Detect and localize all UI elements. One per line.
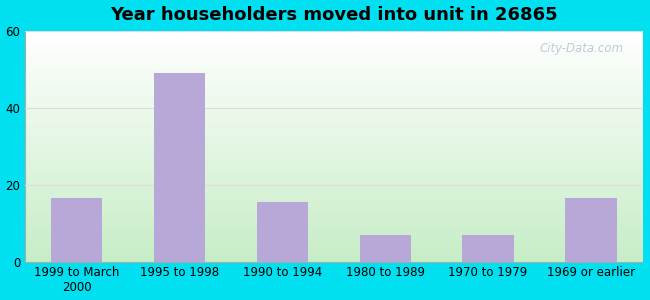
Bar	[51, 198, 103, 262]
Bar	[257, 202, 308, 262]
Title: Year householders moved into unit in 26865: Year householders moved into unit in 268…	[110, 6, 558, 24]
Bar	[462, 235, 514, 262]
Bar	[154, 73, 205, 262]
Bar	[359, 235, 411, 262]
Text: City-Data.com: City-Data.com	[540, 42, 624, 55]
Bar	[566, 198, 617, 262]
